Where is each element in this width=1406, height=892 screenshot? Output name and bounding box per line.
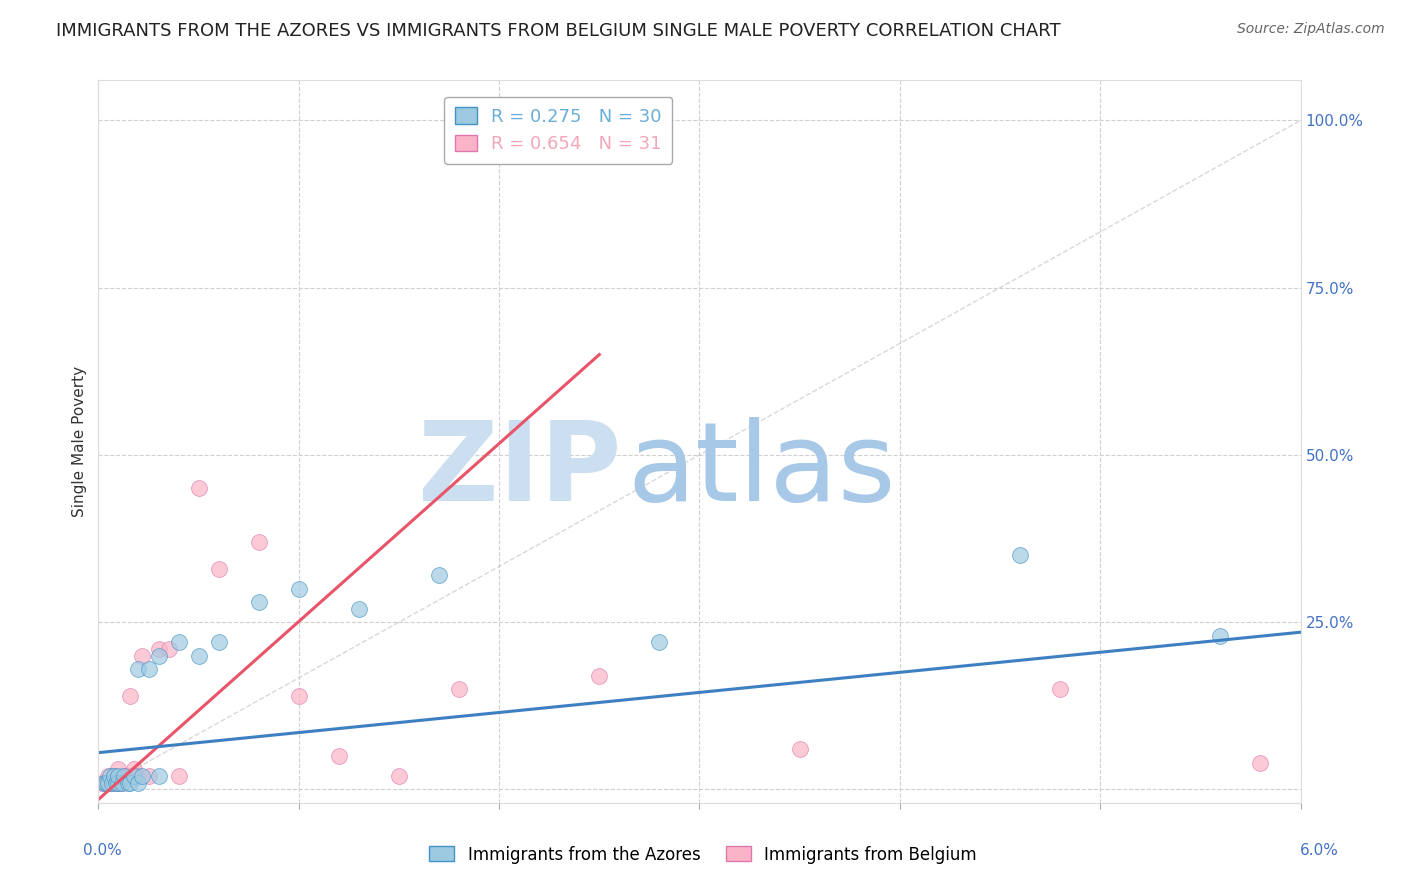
Point xyxy=(103,769,125,783)
Point xyxy=(97,776,120,790)
Point xyxy=(1250,756,1272,770)
Point xyxy=(114,769,136,783)
Point xyxy=(103,769,125,783)
Point xyxy=(148,648,170,663)
Point xyxy=(96,776,118,790)
Point xyxy=(107,769,129,783)
Point xyxy=(138,769,160,783)
Point xyxy=(328,749,350,764)
Point xyxy=(100,776,122,790)
Point xyxy=(111,776,134,790)
Point xyxy=(101,776,124,790)
Point xyxy=(105,776,128,790)
Point xyxy=(1049,682,1071,697)
Point xyxy=(388,769,411,783)
Point xyxy=(96,776,118,790)
Point xyxy=(107,762,129,776)
Point xyxy=(789,742,811,756)
Point xyxy=(120,776,142,790)
Point xyxy=(148,769,170,783)
Point xyxy=(131,648,153,663)
Point xyxy=(128,769,150,783)
Point xyxy=(148,642,170,657)
Point xyxy=(131,769,153,783)
Point xyxy=(117,776,139,790)
Point xyxy=(157,642,180,657)
Point xyxy=(91,776,114,790)
Point xyxy=(107,776,129,790)
Point xyxy=(1010,548,1032,563)
Point xyxy=(124,762,146,776)
Point xyxy=(138,662,160,676)
Text: 6.0%: 6.0% xyxy=(1299,843,1339,858)
Point xyxy=(101,776,124,790)
Point xyxy=(124,769,146,783)
Point xyxy=(208,562,231,576)
Point xyxy=(100,769,122,783)
Text: atlas: atlas xyxy=(627,417,896,524)
Point xyxy=(105,776,128,790)
Point xyxy=(120,689,142,703)
Text: IMMIGRANTS FROM THE AZORES VS IMMIGRANTS FROM BELGIUM SINGLE MALE POVERTY CORREL: IMMIGRANTS FROM THE AZORES VS IMMIGRANTS… xyxy=(56,22,1062,40)
Point xyxy=(187,648,209,663)
Text: Source: ZipAtlas.com: Source: ZipAtlas.com xyxy=(1237,22,1385,37)
Text: ZIP: ZIP xyxy=(418,417,621,524)
Point xyxy=(93,776,115,790)
Point xyxy=(187,482,209,496)
Point xyxy=(247,535,270,549)
Point xyxy=(588,669,610,683)
Point xyxy=(1209,628,1232,642)
Point xyxy=(117,769,139,783)
Point xyxy=(114,769,136,783)
Point xyxy=(97,769,120,783)
Point xyxy=(288,689,311,703)
Legend: R = 0.275   N = 30, R = 0.654   N = 31: R = 0.275 N = 30, R = 0.654 N = 31 xyxy=(444,96,672,164)
Point xyxy=(208,635,231,649)
Point xyxy=(167,635,190,649)
Point xyxy=(288,582,311,596)
Point xyxy=(128,662,150,676)
Point xyxy=(128,776,150,790)
Point xyxy=(648,635,671,649)
Point xyxy=(247,595,270,609)
Point xyxy=(347,602,370,616)
Y-axis label: Single Male Poverty: Single Male Poverty xyxy=(72,366,87,517)
Point xyxy=(447,682,470,697)
Legend: Immigrants from the Azores, Immigrants from Belgium: Immigrants from the Azores, Immigrants f… xyxy=(423,839,983,871)
Point xyxy=(427,568,450,582)
Text: 0.0%: 0.0% xyxy=(83,843,122,858)
Point xyxy=(107,776,129,790)
Point xyxy=(111,776,134,790)
Point xyxy=(167,769,190,783)
